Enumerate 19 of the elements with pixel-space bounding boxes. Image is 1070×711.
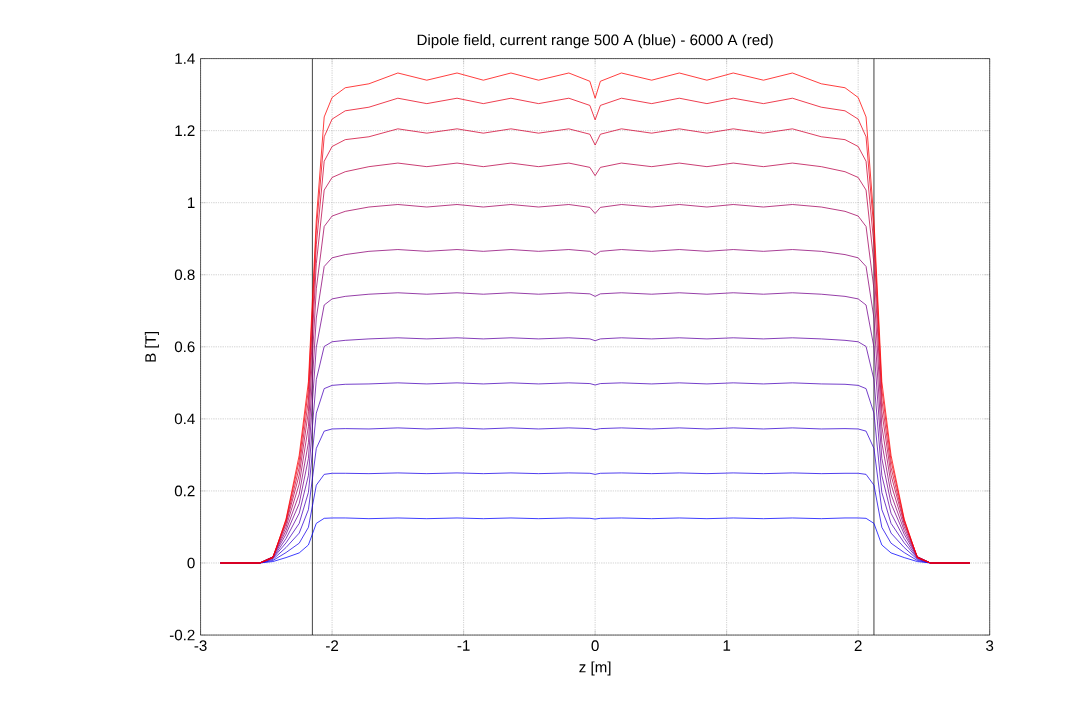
x-tick-label: 0: [591, 640, 599, 652]
y-tick-label: 0.2: [174, 485, 195, 497]
y-tick-label: 0: [187, 557, 195, 569]
y-tick-label: 0.4: [174, 413, 195, 425]
y-tick-label: 1: [188, 197, 195, 209]
y-tick-label: -0.2: [169, 629, 195, 641]
x-tick-label: 3: [986, 640, 994, 652]
chart-title: Dipole field, current range 500 A (blue) - 6000 A (red): [417, 34, 773, 49]
x-axis-title: z [m]: [579, 661, 611, 676]
x-tick-label: 2: [854, 640, 862, 652]
x-tick-label: 1: [723, 640, 731, 651]
x-tick-label: -1: [457, 640, 470, 651]
x-tick-label: -3: [194, 640, 207, 652]
y-tick-label: 0.8: [174, 269, 195, 281]
y-axis-title: B [T]: [144, 332, 159, 362]
y-tick-label: 0.6: [174, 341, 195, 353]
x-tick-label: -2: [326, 640, 339, 652]
y-tick-label: 1.4: [175, 53, 195, 64]
y-tick-label: 1.2: [175, 125, 195, 137]
